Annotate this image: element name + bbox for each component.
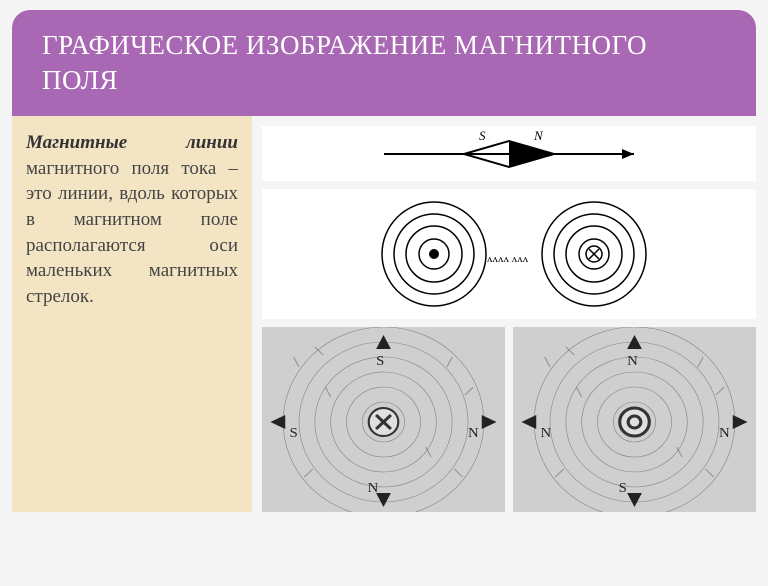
svg-text:S: S [619, 481, 627, 497]
field-pattern-cross: S N S N [262, 327, 505, 512]
svg-text:N: N [627, 354, 638, 370]
field-pattern-dot: N S N N [513, 327, 756, 512]
definition-text-block: Магнитные линии магнитного поля тока – э… [12, 116, 252, 512]
slide-title: ГРАФИЧЕСКОЕ ИЗОБРАЖЕНИЕ МАГНИТНОГО ПОЛЯ [42, 28, 726, 98]
slide-header: ГРАФИЧЕСКОЕ ИЗОБРАЖЕНИЕ МАГНИТНОГО ПОЛЯ [12, 10, 756, 116]
direction-marks: ʌʌʌʌ ʌʌʌ [487, 253, 529, 265]
svg-text:N: N [468, 426, 479, 442]
definition-body: магнитного поля тока – это линии, вдоль … [26, 158, 238, 307]
svg-text:S: S [289, 426, 297, 442]
images-column: S N [262, 116, 756, 512]
svg-text:N: N [368, 481, 379, 497]
svg-text:S: S [376, 354, 384, 370]
svg-text:N: N [540, 426, 551, 442]
s-label: S [479, 129, 486, 143]
svg-text:N: N [719, 426, 730, 442]
term-bold: Магнитные линии [26, 132, 238, 153]
needle-diagram: S N [262, 126, 756, 181]
field-pattern-row: S N S N [262, 327, 756, 512]
concentric-circles-diagram: ʌʌʌʌ ʌʌʌ [262, 189, 756, 319]
content-area: Магнитные линии магнитного поля тока – э… [12, 116, 756, 512]
n-label: N [533, 129, 544, 143]
